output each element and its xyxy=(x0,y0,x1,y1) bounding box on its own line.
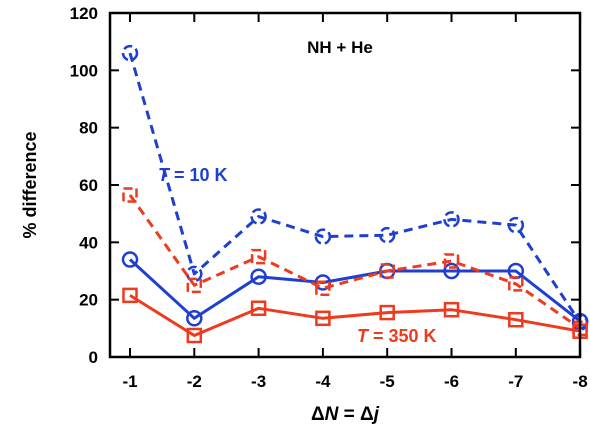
annotation-t350-value: = 350 K xyxy=(368,326,437,346)
x-tick-label: -8 xyxy=(573,372,588,391)
annotation-t10-symbol: T xyxy=(158,165,171,185)
data-point xyxy=(443,211,460,228)
data-point xyxy=(250,208,267,225)
data-point xyxy=(443,262,460,280)
y-tick-label: 80 xyxy=(79,119,98,138)
data-point xyxy=(379,304,395,321)
x-tick-label: -7 xyxy=(508,372,523,391)
data-point xyxy=(315,310,331,327)
data-point xyxy=(250,268,267,285)
data-point xyxy=(122,187,138,203)
y-tick-label: 100 xyxy=(70,61,98,80)
y-tick-label: 120 xyxy=(70,4,98,23)
data-point xyxy=(122,287,138,304)
series-1 xyxy=(121,44,589,331)
annotation-t10-value: = 10 K xyxy=(169,165,228,185)
x-axis-label-eq: = Δ xyxy=(338,404,373,425)
x-tick-label: -6 xyxy=(444,372,459,391)
data-point xyxy=(443,301,460,318)
data-point xyxy=(507,216,525,234)
data-point xyxy=(121,44,139,62)
data-point xyxy=(186,310,203,327)
x-tick-label: -2 xyxy=(187,372,202,391)
series-line xyxy=(128,194,581,330)
data-point xyxy=(508,311,524,328)
annotation-t10: T = 10 K xyxy=(158,165,228,185)
x-axis-label-n: N xyxy=(325,404,340,425)
data-point xyxy=(250,248,267,265)
data-point xyxy=(443,253,460,269)
data-point xyxy=(379,263,395,279)
x-tick-label: -5 xyxy=(380,372,395,391)
data-point xyxy=(250,300,267,317)
series-line xyxy=(128,258,582,323)
y-tick-label: 40 xyxy=(79,233,98,252)
x-axis-label: ΔN = Δj xyxy=(311,404,380,425)
series-line xyxy=(129,294,581,337)
x-axis-label-j: j xyxy=(371,404,380,425)
y-tick-label: 60 xyxy=(79,176,98,195)
chart-title: NH + He xyxy=(307,38,373,57)
series-layer xyxy=(121,44,589,344)
x-axis-label-delta: Δ xyxy=(311,404,325,425)
x-tick-label: -1 xyxy=(122,372,137,391)
data-point xyxy=(186,327,203,344)
series-line xyxy=(128,52,582,324)
annotation-t350: T = 350 K xyxy=(357,326,437,346)
y-tick-label: 20 xyxy=(79,291,98,310)
data-point xyxy=(314,228,332,245)
series-3 xyxy=(122,187,588,337)
y-tick-label: 0 xyxy=(89,348,98,367)
data-point xyxy=(315,280,331,296)
y-axis-label: % difference xyxy=(20,131,40,238)
data-point xyxy=(378,226,396,244)
axis-ticks: 0 20 40 60 80 100 120 -1 -2 -3 -4 -5 -6 -7 -8 xyxy=(70,4,588,391)
data-point xyxy=(186,277,203,294)
data-point xyxy=(508,276,524,292)
annotation-t350-symbol: T xyxy=(357,326,370,346)
x-tick-label: -3 xyxy=(251,372,266,391)
data-point xyxy=(121,251,139,268)
x-tick-label: -4 xyxy=(315,372,331,391)
